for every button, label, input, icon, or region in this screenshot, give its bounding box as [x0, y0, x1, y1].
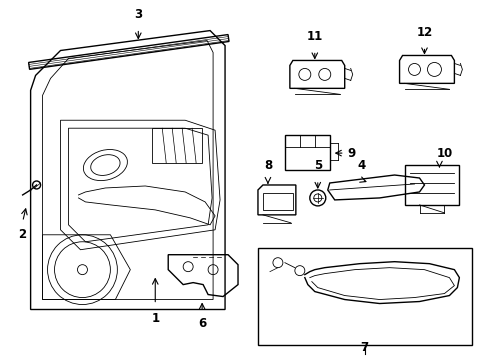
Text: 10: 10 [435, 147, 451, 160]
Text: 9: 9 [347, 147, 355, 159]
Text: 6: 6 [198, 318, 206, 330]
Bar [258, 248, 471, 345]
Text: 12: 12 [415, 26, 432, 39]
Text: 2: 2 [19, 228, 27, 241]
Text: 4: 4 [357, 159, 365, 172]
Text: 11: 11 [306, 30, 322, 42]
Text: 7: 7 [360, 341, 368, 354]
Text: 8: 8 [263, 159, 271, 172]
Text: 3: 3 [134, 8, 142, 21]
Text: 5: 5 [313, 159, 321, 172]
Text: 1: 1 [151, 312, 159, 325]
